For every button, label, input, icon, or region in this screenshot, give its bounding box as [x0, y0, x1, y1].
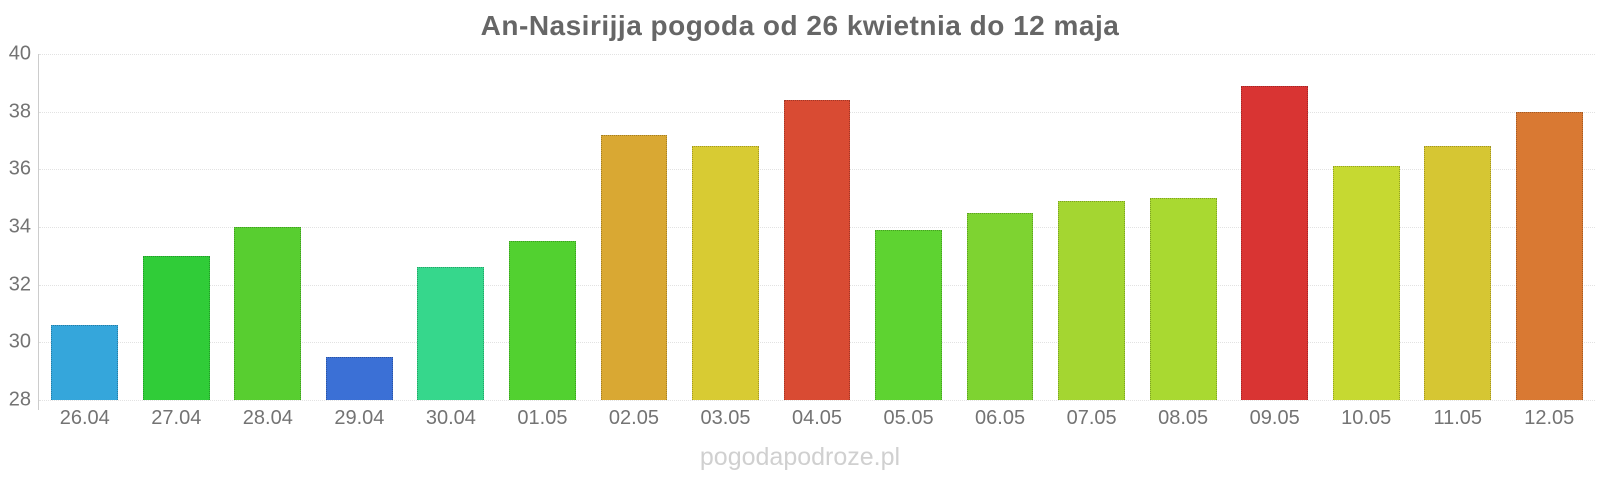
band-03.05: 03.05 — [680, 54, 772, 429]
y-axis-label-32: 32 — [8, 273, 31, 296]
band-12.05: 12.05 — [1504, 54, 1596, 429]
band-28.04: 28.04 — [222, 54, 314, 429]
x-axis-label-29.04: 29.04 — [334, 407, 385, 429]
x-axis-label-07.05: 07.05 — [1066, 407, 1117, 429]
y-axis-label-36: 36 — [8, 157, 31, 180]
bar-30.04[interactable] — [417, 267, 485, 400]
bar-05.05[interactable] — [875, 229, 942, 400]
y-axis-label-38: 38 — [8, 100, 31, 123]
gridline-28 — [39, 400, 1595, 401]
bar-06.05[interactable] — [966, 212, 1034, 400]
x-axis-label-27.04: 27.04 — [151, 407, 202, 429]
band-27.04: 27.04 — [131, 54, 223, 429]
bar-04.05[interactable] — [783, 100, 851, 400]
y-axis-label-28: 28 — [8, 388, 31, 411]
x-axis-label-03.05: 03.05 — [700, 407, 751, 429]
x-axis-label-02.05: 02.05 — [608, 407, 659, 429]
y-axis-label-34: 34 — [8, 215, 31, 238]
bar-03.05[interactable] — [692, 146, 759, 400]
bar-10.05[interactable] — [1332, 166, 1400, 400]
gridline-40 — [39, 54, 1595, 55]
bar-11.05[interactable] — [1424, 146, 1492, 400]
band-08.05: 08.05 — [1137, 54, 1229, 429]
bar-27.04[interactable] — [142, 255, 210, 400]
x-axis-label-05.05: 05.05 — [883, 407, 934, 429]
band-01.05: 01.05 — [497, 54, 589, 429]
x-axis-label-10.05: 10.05 — [1341, 407, 1392, 429]
x-axis-label-08.05: 08.05 — [1158, 407, 1209, 429]
band-05.05: 05.05 — [863, 54, 955, 429]
bar-07.05[interactable] — [1058, 201, 1126, 400]
x-axis-label-26.04: 26.04 — [59, 407, 110, 429]
band-06.05: 06.05 — [954, 54, 1046, 429]
bar-29.04[interactable] — [325, 356, 393, 400]
x-axis-label-04.05: 04.05 — [791, 407, 843, 429]
bar-01.05[interactable] — [509, 241, 576, 400]
x-axis-label-09.05: 09.05 — [1249, 407, 1300, 429]
bar-12.05[interactable] — [1515, 111, 1583, 400]
band-09.05: 09.05 — [1229, 54, 1321, 429]
bar-09.05[interactable] — [1241, 85, 1309, 400]
x-axis-label-28.04: 28.04 — [242, 407, 293, 429]
band-11.05: 11.05 — [1412, 54, 1504, 429]
band-04.05: 04.05 — [771, 54, 863, 429]
y-axis-bottom-tick — [38, 400, 39, 410]
band-02.05: 02.05 — [588, 54, 680, 429]
bars-layer: 26.04 27.04 28.04 29.04 30.04 01.05 02.05 03.05… — [39, 54, 1596, 429]
x-axis-label-30.04: 30.04 — [425, 407, 476, 429]
band-29.04: 29.04 — [314, 54, 406, 429]
bar-28.04[interactable] — [234, 227, 302, 400]
y-axis-label-30: 30 — [8, 330, 31, 353]
band-10.05: 10.05 — [1320, 54, 1412, 429]
band-26.04: 26.04 — [39, 54, 131, 429]
watermark: pogodapodroze.pl — [699, 443, 901, 471]
bar-08.05[interactable] — [1149, 198, 1217, 400]
band-30.04: 30.04 — [405, 54, 497, 429]
band-07.05: 07.05 — [1046, 54, 1138, 429]
x-axis-label-01.05: 01.05 — [517, 407, 568, 429]
x-axis-label-12.05: 12.05 — [1524, 407, 1575, 429]
chart-title: An-Nasirijja pogoda od 26 kwietnia do 12… — [480, 10, 1120, 41]
x-axis-label-06.05: 06.05 — [975, 407, 1026, 429]
y-axis-label-40: 40 — [8, 42, 31, 65]
bar-26.04[interactable] — [51, 325, 119, 400]
x-axis-label-11.05: 11.05 — [1433, 407, 1483, 429]
plot-area: 28 30 32 34 36 38 40 26.04 27.04 28.04 29.04 30.04… — [9, 43, 1596, 429]
bar-02.05[interactable] — [600, 134, 668, 400]
